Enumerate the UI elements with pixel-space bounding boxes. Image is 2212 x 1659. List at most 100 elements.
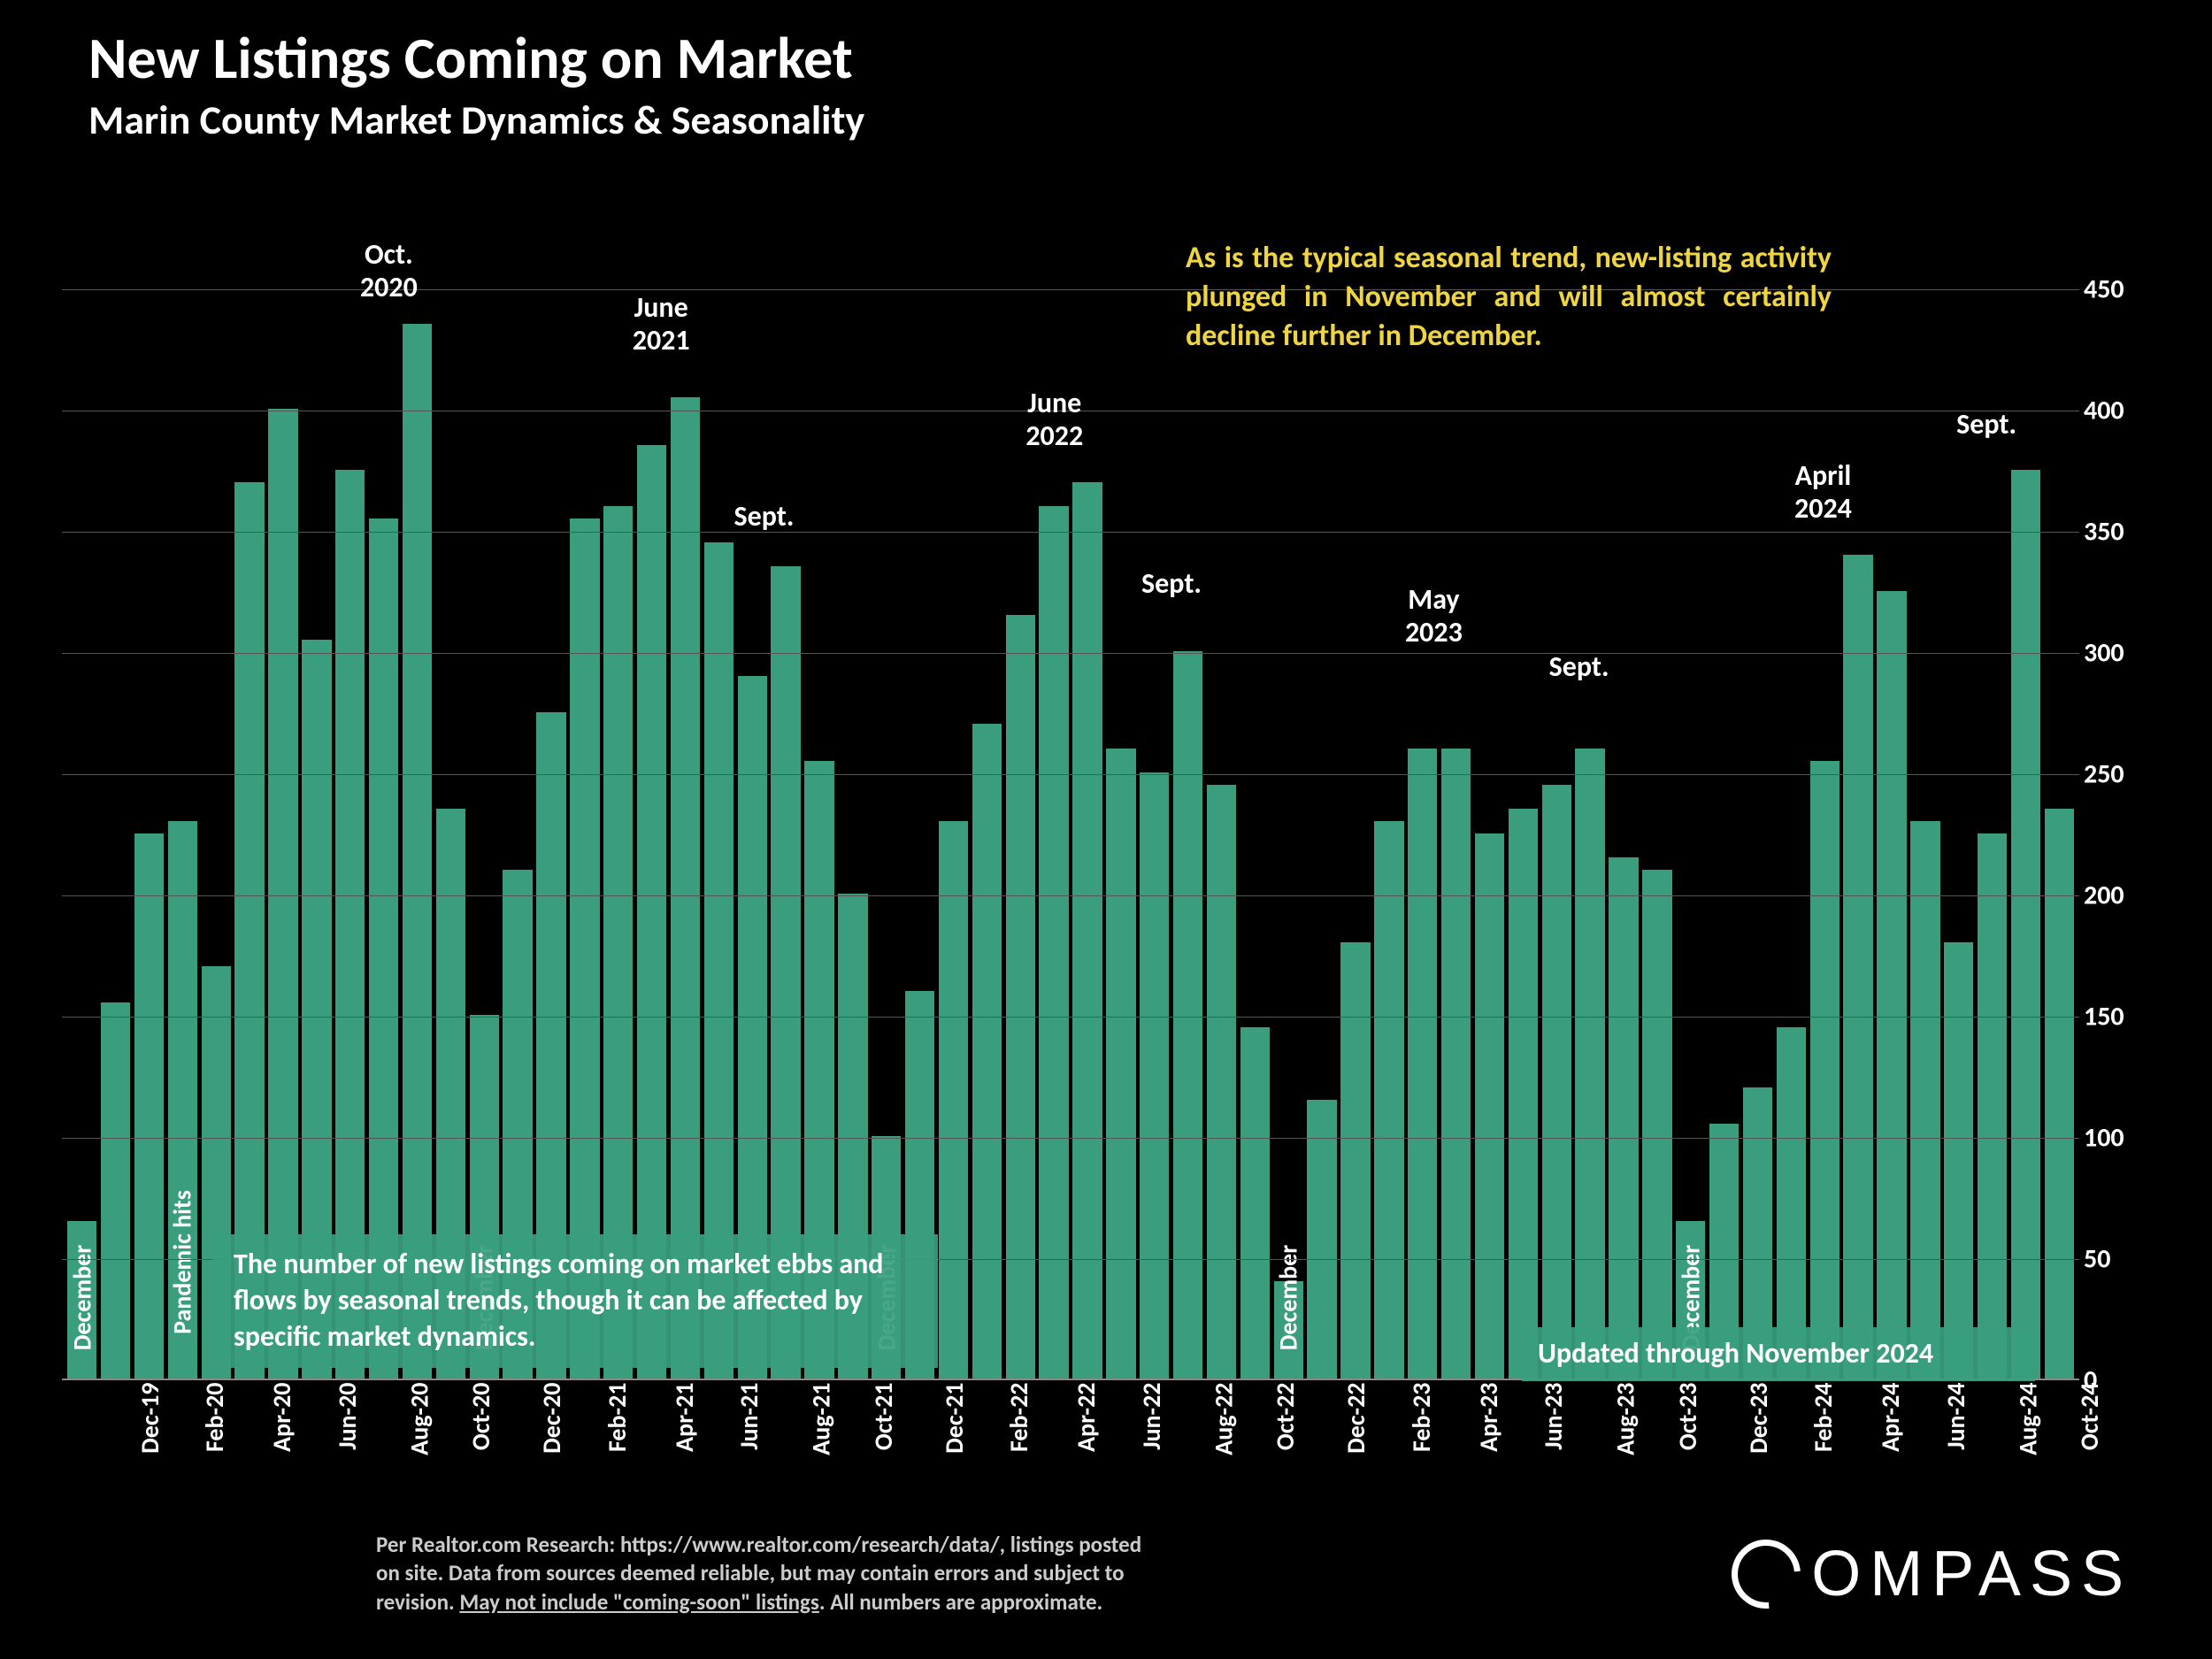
bar (1910, 821, 1939, 1379)
bar (1106, 749, 1135, 1379)
compass-logo-icon (1717, 1525, 1815, 1623)
bar (2045, 809, 2074, 1379)
x-axis-label: Jun-21 (733, 1383, 764, 1450)
bar: Dec-22December (1274, 1281, 1303, 1379)
bar: Feb-23 (1340, 942, 1370, 1379)
y-axis-tick: 250 (2084, 758, 2146, 791)
x-axis-label: Dec-20 (536, 1383, 567, 1454)
bar (1441, 749, 1471, 1379)
bar: Jun-23 (1475, 833, 1504, 1379)
bar: Oct-22 (1207, 785, 1236, 1379)
x-axis-label: Apr-22 (1071, 1383, 1102, 1452)
footer-source-note: Per Realtor.com Research: https://www.re… (376, 1531, 1411, 1617)
peak-callout: June 2021 (633, 292, 690, 357)
x-axis-label: Apr-21 (669, 1383, 700, 1452)
bar (1642, 870, 1671, 1379)
x-axis-label: Jun-20 (332, 1383, 363, 1450)
x-axis-label: Aug-22 (1208, 1383, 1239, 1455)
bar: Oct-20 (403, 324, 432, 1379)
x-axis-label: Dec-22 (1340, 1383, 1371, 1454)
peak-callout: Sept. (1549, 651, 1609, 684)
x-axis-label: Apr-20 (266, 1383, 297, 1452)
grid-line (62, 532, 2079, 533)
bar: Jun-20 (268, 409, 297, 1379)
x-axis-label: Aug-23 (1610, 1383, 1641, 1455)
compass-logo: OMPASS (1732, 1538, 2132, 1610)
bar (101, 1002, 130, 1379)
x-axis-label: Feb-20 (199, 1383, 230, 1453)
bar (1307, 1100, 1336, 1379)
bar-inner-label: December (66, 1245, 97, 1350)
y-axis-tick: 200 (2084, 879, 2146, 912)
bar (1173, 651, 1202, 1379)
bar (972, 724, 1002, 1379)
y-axis-tick: 0 (2084, 1364, 2146, 1397)
y-axis-tick: 400 (2084, 395, 2146, 427)
x-axis-label: Aug-20 (403, 1383, 434, 1455)
update-box: Updated through November 2024 (1522, 1327, 2035, 1381)
bar (1843, 555, 1872, 1379)
bar: Aug-22 (1140, 772, 1169, 1379)
grid-line (62, 1138, 2079, 1139)
bar: Apr-23 (1408, 749, 1437, 1379)
bar (1039, 506, 1068, 1379)
bar: Oct-23 (1609, 857, 1638, 1379)
y-axis-tick: 100 (2084, 1122, 2146, 1155)
peak-callout: June 2022 (1025, 388, 1083, 453)
grid-line (62, 1017, 2079, 1018)
bar: Aug-23 (1542, 785, 1571, 1379)
y-axis-tick: 50 (2084, 1243, 2146, 1276)
y-axis-tick: 450 (2084, 273, 2146, 306)
plot-region: Dec-19DecemberFeb-20Pandemic hitsApr-20J… (62, 265, 2079, 1380)
footer-l3b: . All numbers are approximate. (819, 1588, 1102, 1616)
explainer-box: The number of new listings coming on mar… (212, 1234, 938, 1368)
x-axis-label: Oct-21 (868, 1383, 899, 1451)
footer-l3a: revision. (376, 1588, 459, 1616)
bar: Apr-22 (1006, 615, 1035, 1379)
x-axis-label: Oct-23 (1672, 1383, 1703, 1451)
bar: Jun-24 (1877, 591, 1906, 1379)
peak-callout: Sept. (1956, 409, 2016, 442)
bar: Apr-24 (1810, 761, 1839, 1379)
peak-callout: Sept. (1141, 568, 1202, 601)
bar: Feb-22 (939, 821, 968, 1379)
title-block: New Listings Coming on Market Marin Coun… (88, 22, 864, 145)
bar: Dec-19December (67, 1221, 96, 1379)
x-axis-label: Oct-20 (466, 1383, 497, 1451)
x-axis-label: Dec-19 (134, 1383, 165, 1454)
x-axis-label: Jun-24 (1940, 1383, 1971, 1450)
footer-l3u: May not include "coming-soon" listings (459, 1588, 819, 1616)
x-axis-label: Dec-23 (1743, 1383, 1774, 1454)
y-axis-tick: 150 (2084, 1001, 2146, 1033)
x-axis-label: Feb-24 (1808, 1383, 1839, 1453)
bar: Feb-20 (134, 833, 164, 1379)
x-axis-label: Apr-23 (1473, 1383, 1504, 1452)
annotation-seasonal-trend: As is the typical seasonal trend, new-li… (1186, 239, 1832, 357)
peak-callout: April 2024 (1794, 460, 1852, 526)
x-axis-label: Jun-22 (1136, 1383, 1167, 1450)
bar: Jun-21 (671, 397, 700, 1379)
x-axis-label: Aug-21 (806, 1383, 837, 1455)
y-axis-tick: 300 (2084, 637, 2146, 670)
peak-callout: Oct. 2020 (360, 239, 418, 304)
x-axis-label: Apr-24 (1875, 1383, 1906, 1452)
bar: Jun-22 (1072, 482, 1102, 1379)
grid-line (62, 895, 2079, 896)
grid-line (62, 653, 2079, 654)
bar (1240, 1027, 1270, 1379)
x-axis-label: Feb-23 (1406, 1383, 1437, 1453)
x-axis-label: Oct-22 (1271, 1383, 1302, 1451)
bar: Oct-24 (2011, 470, 2040, 1379)
grid-line (62, 774, 2079, 775)
bar: Aug-24 (1944, 942, 1973, 1379)
x-axis-label: Jun-23 (1538, 1383, 1569, 1450)
chart-title: New Listings Coming on Market (88, 22, 864, 94)
bar (1509, 809, 1538, 1379)
x-axis-label: Dec-21 (939, 1383, 970, 1454)
bar (1374, 821, 1403, 1379)
bar (1978, 833, 2007, 1379)
x-axis-label: Feb-21 (602, 1383, 633, 1453)
chart-subtitle: Marin County Market Dynamics & Seasonali… (88, 96, 864, 145)
x-axis-label: Feb-22 (1003, 1383, 1034, 1453)
footer-l2: on site. Data from sources deemed reliab… (376, 1559, 1125, 1586)
